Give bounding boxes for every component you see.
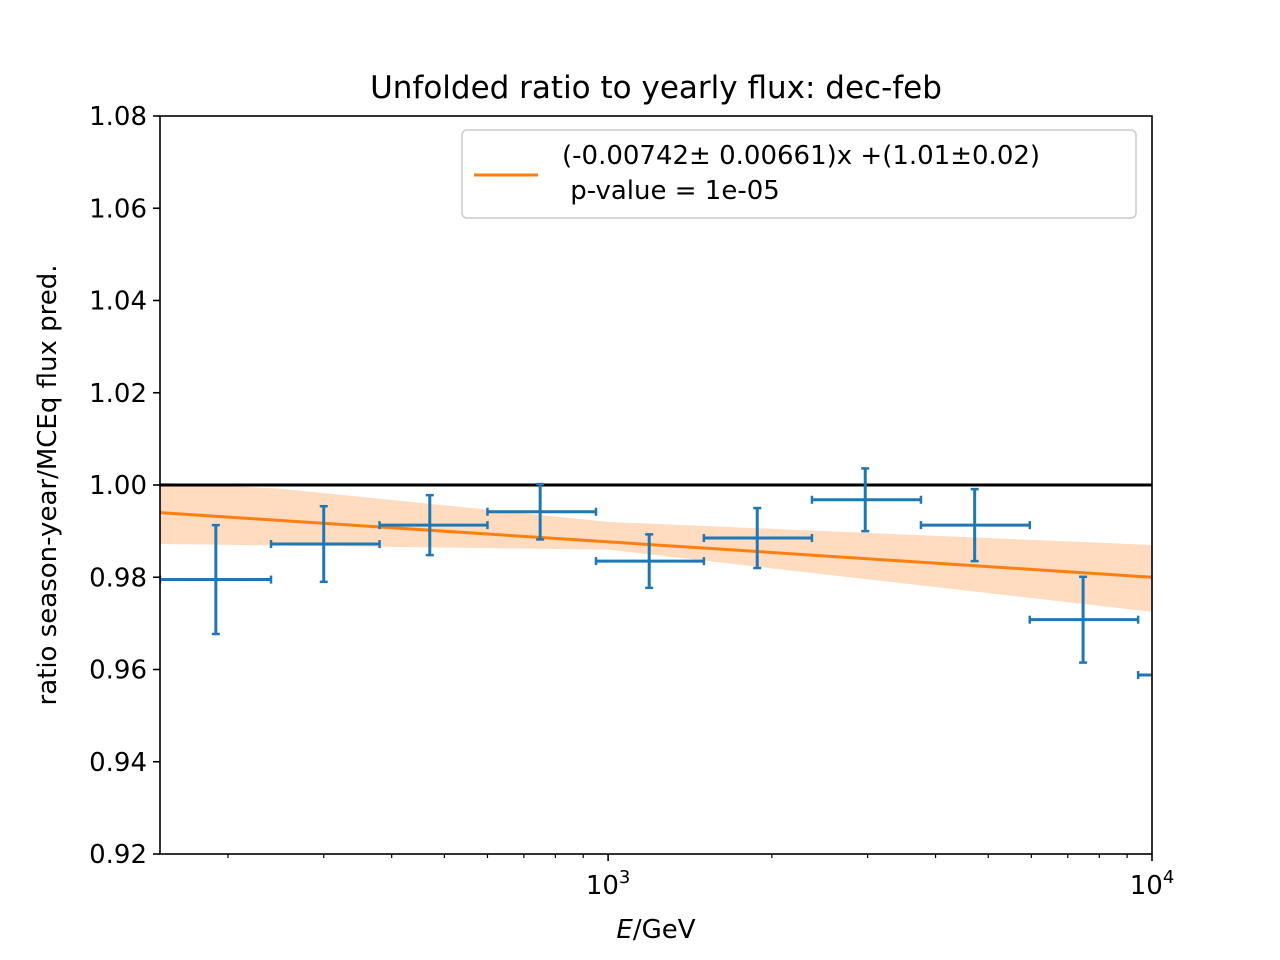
data-point [160,523,273,636]
legend-box [461,129,1137,219]
fit-line [160,511,1152,579]
x-axis: 103 104 [227,854,1175,901]
fit-confidence-band [160,482,1152,612]
x-tick-label: 103 [586,867,631,901]
data-point [486,482,598,541]
y-axis-label: ratio season-year/MCEq flux pred. [33,265,63,706]
data-point [1136,671,1152,680]
legend-label-line1: (-0.00742± 0.00661)x +(1.01±0.02) [562,141,1040,171]
y-tick-label: 0.98 [89,563,147,593]
y-tick-label: 1.02 [89,379,147,409]
legend-label-line2: p-value = 1e-05 [562,176,780,206]
data-point [269,504,381,584]
y-tick-label: 1.00 [89,471,147,501]
y-tick-label: 0.92 [89,840,147,870]
data-points-layer [160,467,1152,680]
fit-band-layer [160,482,1152,612]
y-tick-label: 0.94 [89,748,147,778]
y-axis: 0.92 0.94 0.96 0.98 1.00 1.02 1.04 1.06 1.08 [89,102,160,870]
data-point [810,467,923,533]
legend: (-0.00742± 0.00661)x +(1.01±0.02) p-valu… [461,129,1137,219]
y-tick-label: 1.08 [89,102,147,132]
x-axis-label: E/GeV [616,915,695,945]
y-tick-label: 1.04 [89,287,147,317]
fit-line-layer [160,511,1152,579]
plot-area [160,467,1152,680]
data-point [1028,575,1140,664]
data-point [378,493,489,557]
y-tick-label: 1.06 [89,194,147,224]
data-point [594,533,706,590]
chart-title: Unfolded ratio to yearly flux: dec-feb [370,70,942,106]
x-tick-label: 104 [1130,867,1175,901]
data-point [919,487,1032,563]
data-point [702,506,814,570]
y-tick-label: 0.96 [89,656,147,686]
